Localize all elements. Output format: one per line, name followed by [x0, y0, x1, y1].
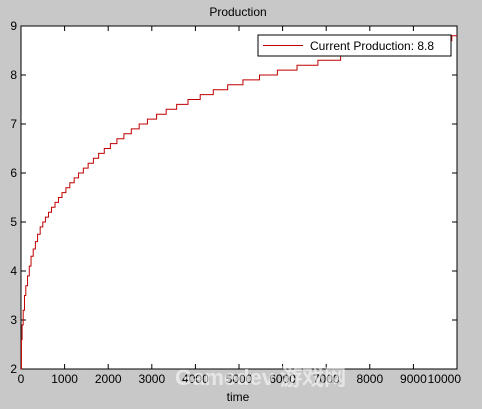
x-tick-label: 3000 [138, 372, 165, 386]
series-line-current-production [20, 35, 457, 370]
x-tick-label: 2000 [95, 372, 122, 386]
x-tick-label: 1000 [51, 372, 78, 386]
y-tick-label: 3 [10, 313, 17, 327]
x-tick-label: 0 [18, 372, 25, 386]
legend: Current Production: 8.8 [257, 34, 452, 57]
y-tick-label: 7 [10, 117, 17, 131]
legend-box [257, 34, 452, 57]
y-tick-label: 5 [10, 215, 17, 229]
x-axis: 0 1000 2000 3000 4000 5000 6000 7000 8000 9000 100… [18, 26, 462, 386]
x-tick-label: 9000 [400, 372, 427, 386]
x-tick-label: 6000 [269, 372, 296, 386]
legend-label: Current Production: 8.8 [310, 39, 434, 53]
y-axis: 2 3 4 5 6 7 8 9 [10, 19, 457, 376]
x-tick-label: 7000 [313, 372, 340, 386]
x-axis-label: time [227, 390, 250, 404]
x-tick-label: 5000 [226, 372, 253, 386]
chart-title: Production [209, 5, 266, 19]
x-tick-label: 4000 [182, 372, 209, 386]
y-tick-label: 8 [10, 68, 17, 82]
x-tick-label: 10000 [428, 372, 462, 386]
y-tick-label: 9 [10, 19, 17, 33]
y-tick-label: 2 [10, 362, 17, 376]
y-tick-label: 4 [10, 264, 17, 278]
x-tick-label: 8000 [356, 372, 383, 386]
y-tick-label: 6 [10, 166, 17, 180]
watermark: Gamedev 游戏网 [175, 365, 346, 390]
plot-area [20, 25, 458, 370]
